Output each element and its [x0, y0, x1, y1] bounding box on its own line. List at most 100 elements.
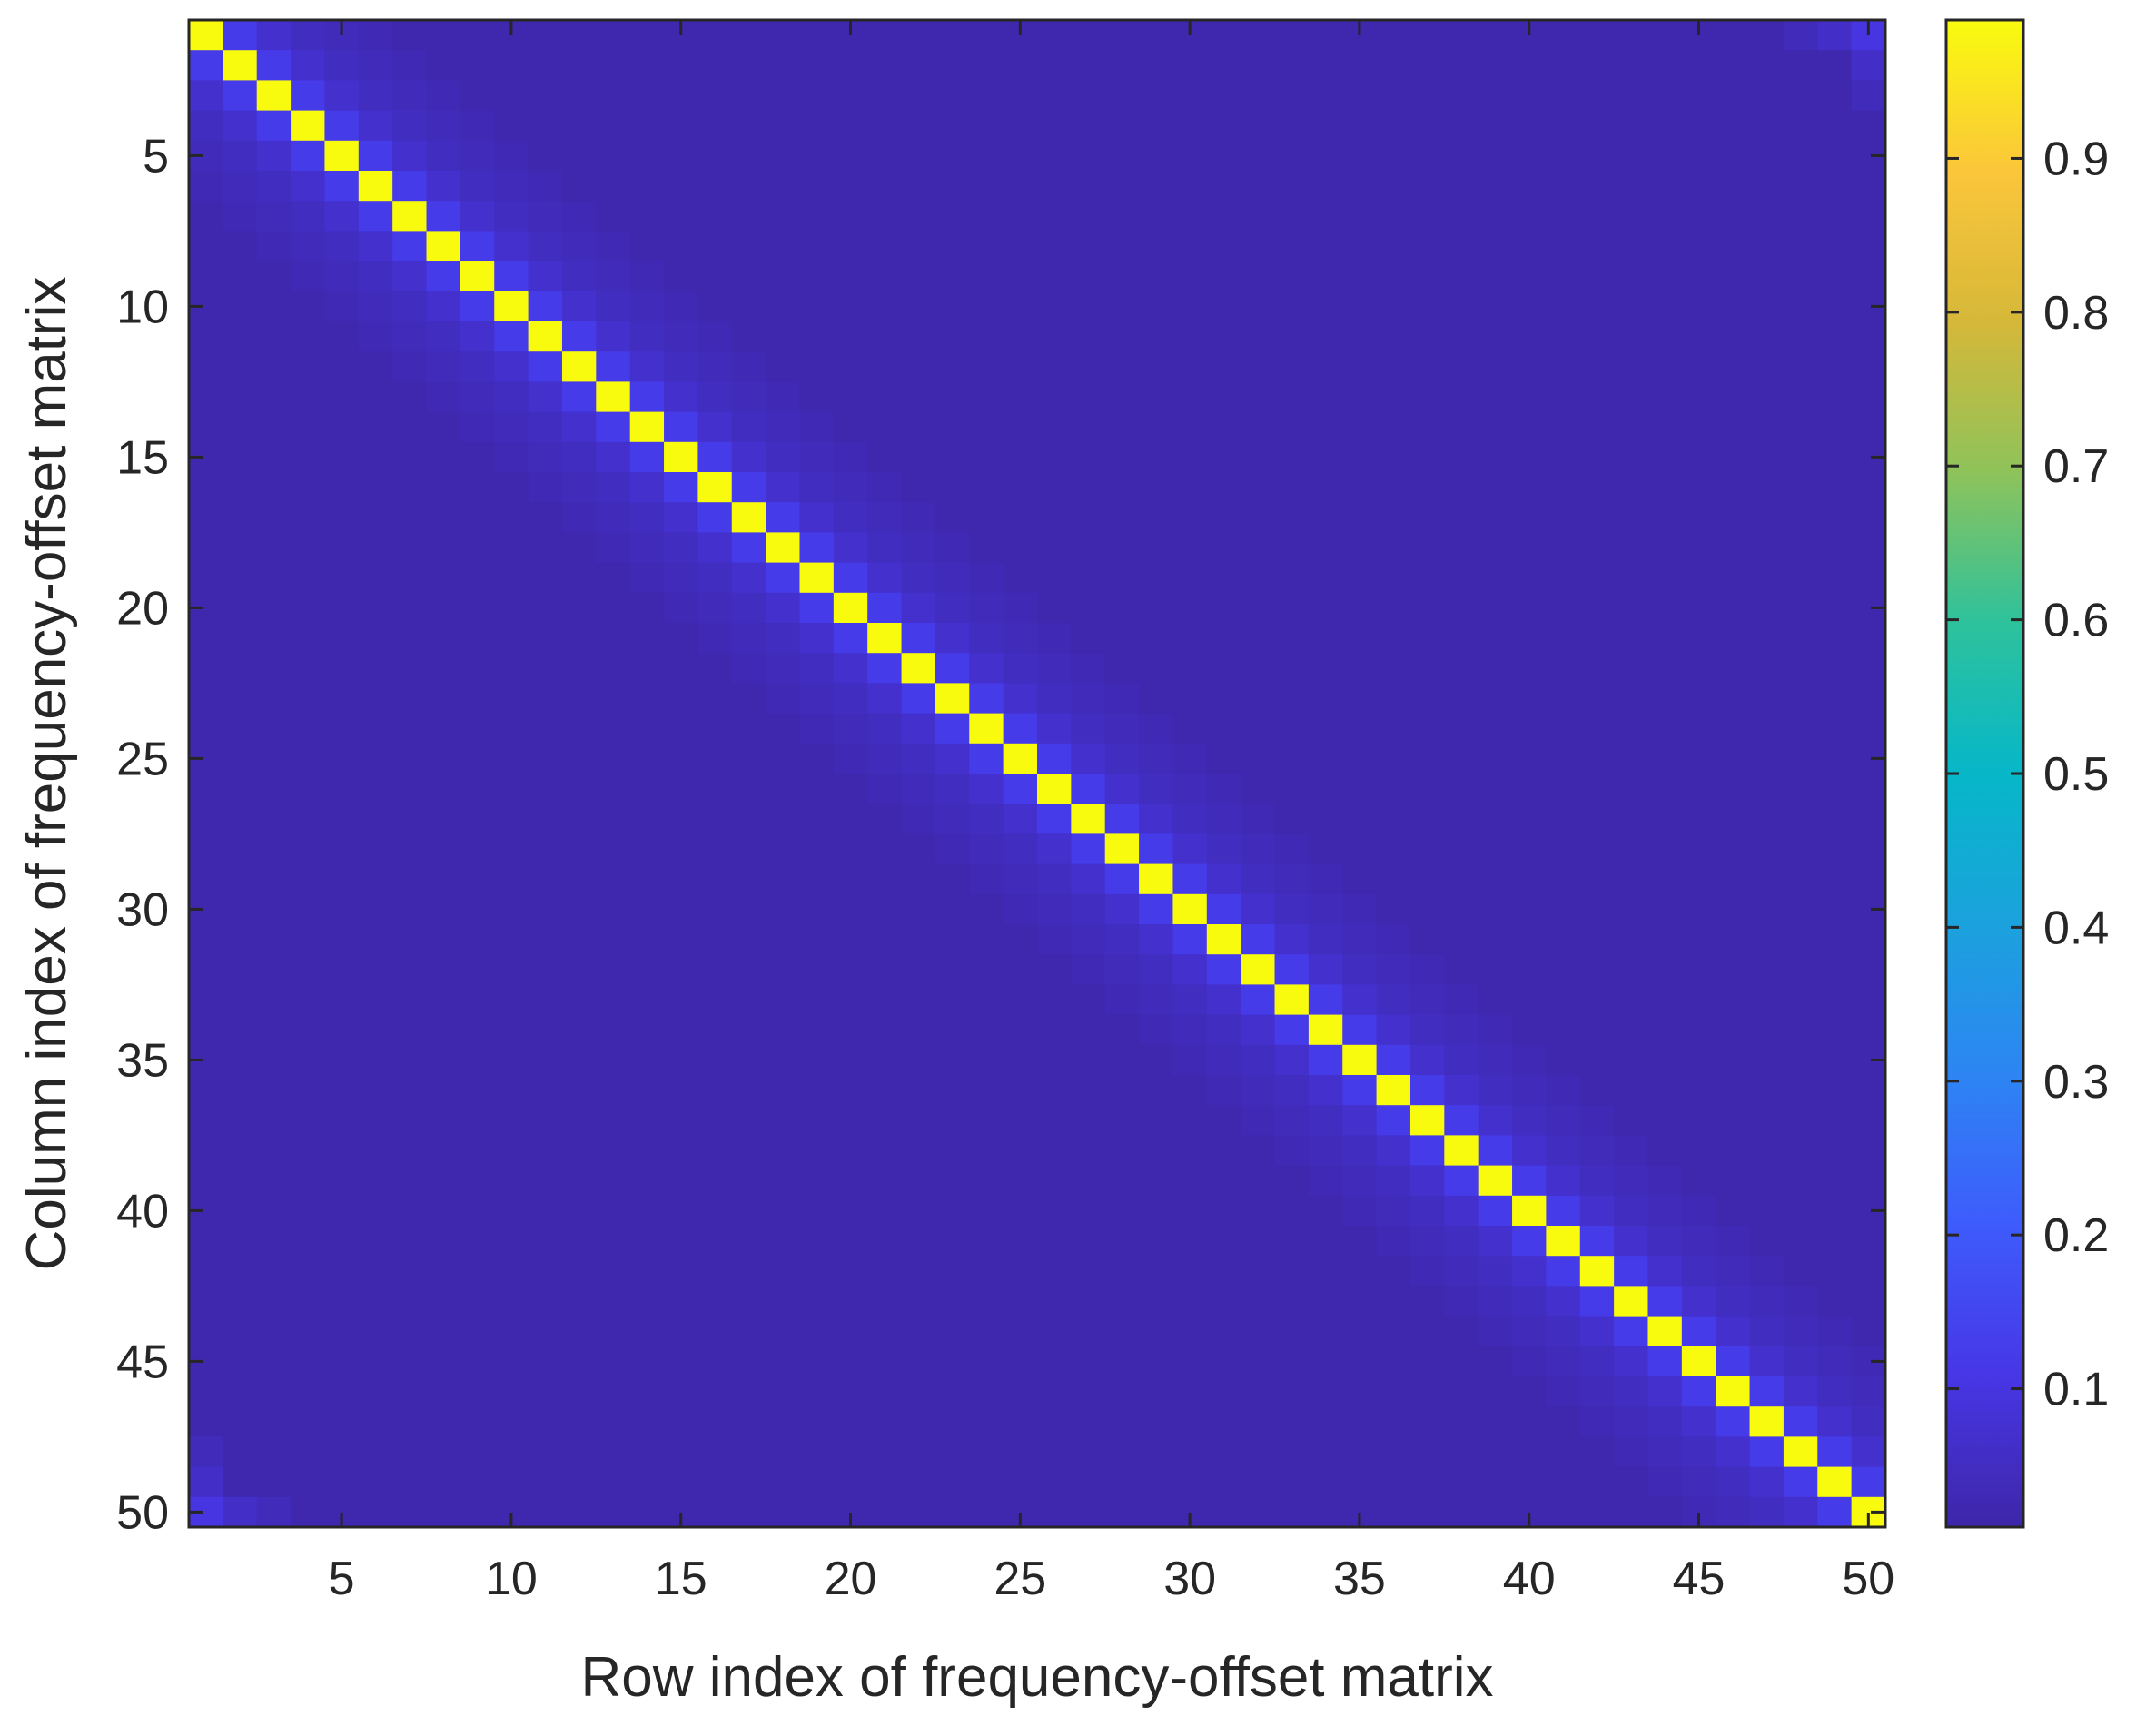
heatmap-cell [1071, 532, 1106, 564]
heatmap-cell [1783, 1135, 1818, 1167]
heatmap-cell [1139, 1014, 1174, 1046]
heatmap-cell [1172, 1195, 1208, 1227]
heatmap-cell [969, 1286, 1004, 1317]
heatmap-cell [256, 1075, 292, 1106]
heatmap-cell [969, 562, 1004, 594]
heatmap-cell [1749, 1226, 1785, 1257]
heatmap-cell [1342, 1346, 1378, 1377]
heatmap-cell [1749, 1044, 1785, 1076]
heatmap-cell [1716, 472, 1751, 503]
heatmap-cell [426, 984, 461, 1016]
heatmap-cell [766, 50, 801, 81]
heatmap-cell [1206, 683, 1241, 715]
heatmap-cell [867, 1316, 903, 1347]
heatmap-cell [731, 592, 766, 624]
heatmap-cell [1308, 893, 1343, 925]
heatmap-cell [291, 1316, 326, 1347]
heatmap-cell [901, 502, 936, 533]
heatmap-cell [901, 592, 936, 624]
heatmap-cell [1478, 1376, 1513, 1407]
heatmap-cell [1139, 110, 1174, 142]
heatmap-cell [833, 713, 868, 745]
heatmap-cell [528, 1165, 563, 1197]
heatmap-cell [697, 1466, 733, 1498]
heatmap-cell [1817, 804, 1853, 834]
heatmap-cell [392, 1195, 428, 1227]
heatmap-cell [1512, 110, 1547, 142]
heatmap-cell [324, 502, 360, 533]
heatmap-cell [561, 231, 597, 262]
heatmap-cell [561, 1014, 597, 1046]
heatmap-cell [1376, 924, 1411, 955]
heatmap-cell [629, 1044, 665, 1076]
heatmap-cell [766, 833, 801, 865]
heatmap-cell [901, 713, 936, 745]
heatmap-cell [1342, 833, 1378, 865]
heatmap-cell [1614, 683, 1649, 715]
heatmap-cell [1139, 261, 1174, 292]
heatmap-cell [1104, 804, 1140, 834]
heatmap-cell [1241, 1346, 1276, 1377]
heatmap-cell [1444, 171, 1479, 202]
heatmap-cell [833, 1044, 868, 1076]
heatmap-cell [1444, 291, 1479, 322]
heatmap-cell [291, 1496, 326, 1528]
heatmap-cell [189, 50, 223, 81]
heatmap-cell [1104, 20, 1140, 51]
heatmap-cell [867, 1105, 903, 1136]
heatmap-cell [494, 562, 529, 594]
heatmap-cell [697, 623, 733, 654]
heatmap-cell [1037, 833, 1072, 865]
heatmap-cell [1512, 1075, 1547, 1106]
heatmap-cell [426, 1496, 461, 1528]
heatmap-cell [1241, 774, 1276, 804]
heatmap-cell [1003, 1346, 1038, 1377]
heatmap-cell [629, 924, 665, 955]
heatmap-cell [1308, 231, 1343, 262]
heatmap-cell [358, 1226, 393, 1257]
heatmap-cell [324, 1226, 360, 1257]
heatmap-cell [1647, 562, 1683, 594]
heatmap-cell [1206, 1376, 1241, 1407]
heatmap-cell [1037, 381, 1072, 413]
heatmap-cell [697, 1286, 733, 1317]
heatmap-cell [1376, 592, 1411, 624]
heatmap-cell [1783, 1226, 1818, 1257]
heatmap-cell [935, 532, 970, 564]
heatmap-cell [1444, 321, 1479, 352]
heatmap-cell [1444, 833, 1479, 865]
heatmap-cell [1614, 833, 1649, 865]
heatmap-cell [494, 351, 529, 382]
heatmap-cell [460, 1316, 495, 1347]
colorbar-tick-label: 0.9 [2043, 133, 2109, 185]
heatmap-cell [1037, 1165, 1072, 1197]
heatmap-cell [1376, 1195, 1411, 1227]
heatmap-cell [731, 411, 766, 443]
heatmap-cell [1342, 381, 1378, 413]
heatmap-cell [1478, 351, 1513, 382]
heatmap-cell [561, 171, 597, 202]
heatmap-cell [1172, 50, 1208, 81]
heatmap-cell [1817, 1135, 1853, 1167]
heatmap-cell [596, 774, 631, 804]
heatmap-cell [867, 924, 903, 955]
heatmap-cell [969, 863, 1004, 895]
heatmap-cell [1512, 833, 1547, 865]
heatmap-cell [867, 231, 903, 262]
heatmap-cell [969, 1466, 1004, 1498]
heatmap-cell [1139, 984, 1174, 1016]
heatmap-cell [392, 1316, 428, 1347]
heatmap-cell [697, 592, 733, 624]
heatmap-cell [1376, 954, 1411, 985]
heatmap-cell [935, 1165, 970, 1197]
heatmap-cell [766, 653, 801, 684]
heatmap-cell [1478, 1075, 1513, 1106]
heatmap-cell [1546, 171, 1581, 202]
heatmap-cell [799, 1195, 835, 1227]
heatmap-cell [256, 1195, 292, 1227]
heatmap-cell [1681, 291, 1716, 322]
heatmap-cell [901, 562, 936, 594]
heatmap-cell [1409, 1376, 1445, 1407]
heatmap-cell [392, 924, 428, 955]
heatmap-cell [189, 411, 223, 443]
